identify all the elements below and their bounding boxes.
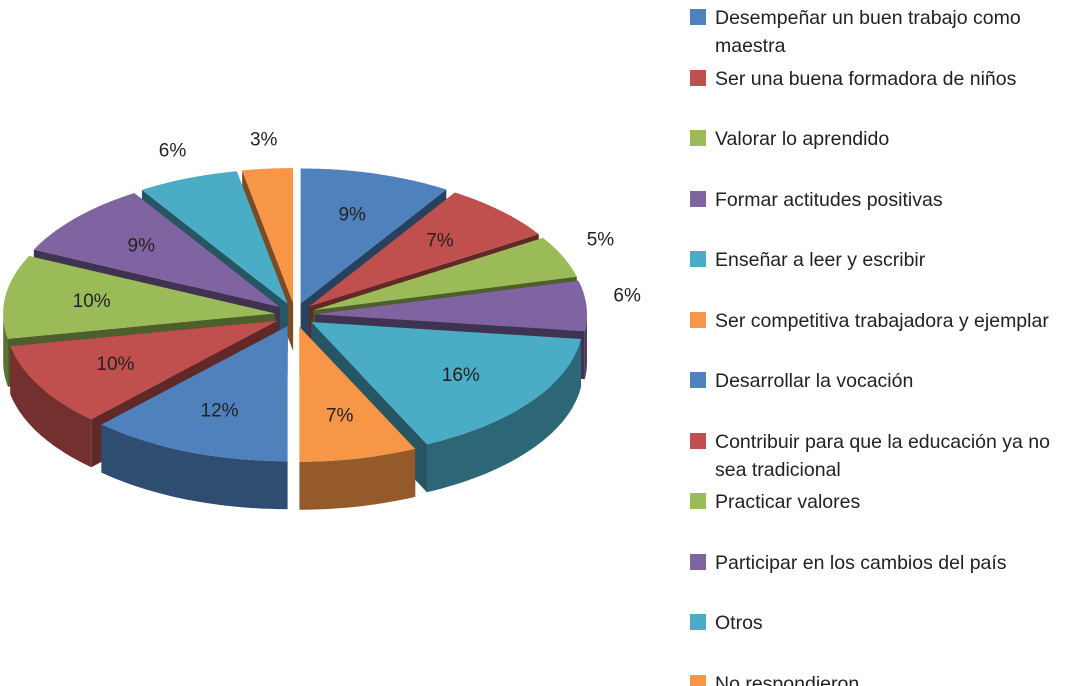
data-label: 7% bbox=[326, 405, 354, 426]
legend-swatch bbox=[690, 493, 706, 509]
data-label: 5% bbox=[587, 230, 615, 251]
legend-swatch bbox=[690, 69, 706, 86]
slice-top bbox=[313, 237, 577, 311]
legend-item: Ser competitiva trabajadora y ejemplar bbox=[690, 307, 1085, 335]
slice-side bbox=[10, 346, 92, 468]
legend-item: Enseñar a leer y escribir bbox=[690, 246, 1085, 274]
legend-label: Otros bbox=[715, 612, 763, 634]
data-label: 10% bbox=[96, 354, 134, 375]
data-label: 16% bbox=[442, 365, 480, 386]
legend-item: Contribuir para que la educación ya no s… bbox=[690, 428, 1085, 484]
data-label: 6% bbox=[613, 286, 641, 307]
slice-top bbox=[141, 171, 288, 304]
data-label: 9% bbox=[128, 235, 156, 256]
legend-swatch bbox=[690, 130, 706, 146]
slice-top bbox=[33, 193, 280, 308]
slice-top bbox=[3, 256, 276, 339]
legend-label: Practicar valores bbox=[715, 491, 861, 513]
legend-swatch bbox=[690, 190, 706, 207]
data-label: 10% bbox=[73, 291, 111, 312]
legend-swatch bbox=[690, 674, 706, 686]
data-label: 9% bbox=[338, 204, 366, 225]
slice-side bbox=[299, 448, 416, 510]
legend-label: Enseñar a leer y escribir bbox=[715, 249, 926, 271]
legend-swatch bbox=[690, 432, 706, 449]
slice-top bbox=[242, 168, 294, 304]
legend-swatch bbox=[690, 9, 706, 25]
slice-side bbox=[584, 314, 587, 380]
legend-label: Ser una buena formadora de niños bbox=[715, 67, 1017, 90]
legend-item: Ser una buena formadora de niños bbox=[690, 65, 1085, 93]
legend-item: Participar en los cambios del país bbox=[690, 549, 1085, 577]
legend-item: Valorar lo aprendido bbox=[690, 125, 1085, 153]
legend-label: Desempeñar un buen trabajo como maestra bbox=[715, 7, 1021, 57]
legend-item: Desarrollar la vocación bbox=[690, 367, 1085, 395]
data-label: 12% bbox=[201, 401, 239, 422]
slice-top bbox=[311, 322, 581, 445]
slice-top bbox=[10, 320, 278, 420]
legend-swatch bbox=[690, 553, 706, 570]
legend-label: Formar actitudes positivas bbox=[715, 188, 943, 211]
slice bbox=[299, 326, 416, 510]
slice-top bbox=[300, 168, 447, 304]
slice-top bbox=[299, 326, 416, 462]
pie-area: 9% 7% 5% 6% 16% 7% 12% 10% 10% 9% 6% 3% bbox=[3, 130, 641, 510]
legend-label: No respondieron bbox=[715, 672, 860, 686]
legend-label: Participar en los cambios del país bbox=[715, 551, 1007, 574]
slice bbox=[101, 326, 288, 510]
legend-swatch bbox=[690, 614, 706, 630]
legend-label: Contribuir para que la educación ya no s… bbox=[715, 430, 1050, 481]
legend-swatch bbox=[690, 251, 706, 267]
slice-top bbox=[309, 192, 539, 307]
legend-item: Desempeñar un buen trabajo como maestra bbox=[690, 4, 1085, 60]
legend-swatch bbox=[690, 311, 706, 328]
legend-item: Practicar valores bbox=[690, 488, 1085, 516]
legend-swatch bbox=[690, 372, 706, 388]
legend-label: Desarrollar la vocación bbox=[715, 370, 914, 392]
slice-side bbox=[427, 339, 581, 493]
legend-item: No respondieron bbox=[690, 670, 1085, 686]
legend-label: Ser competitiva trabajadora y ejemplar bbox=[715, 309, 1049, 332]
data-label: 3% bbox=[250, 130, 278, 151]
slice-side bbox=[3, 313, 9, 387]
slice-side bbox=[101, 424, 288, 510]
legend-item: Formar actitudes positivas bbox=[690, 186, 1085, 214]
legend-item: Otros bbox=[690, 609, 1085, 637]
data-label: 7% bbox=[426, 231, 454, 252]
data-label: 6% bbox=[159, 141, 187, 162]
legend-label: Valorar lo aprendido bbox=[715, 128, 890, 150]
slice-top bbox=[314, 280, 587, 332]
slice-top bbox=[101, 326, 288, 462]
